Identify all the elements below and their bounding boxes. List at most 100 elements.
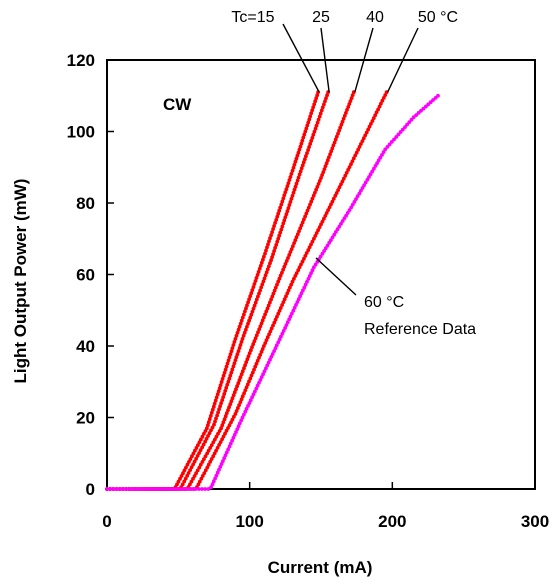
series-5-point: [409, 117, 414, 122]
series-1-point: [258, 263, 263, 268]
series-5-point: [181, 487, 185, 491]
series-1-point: [244, 306, 248, 311]
series-4-point: [313, 234, 318, 238]
series-5-point: [196, 487, 201, 491]
series-1-point: [235, 330, 240, 335]
series-5-point: [405, 122, 409, 127]
series-4-point: [322, 216, 326, 221]
series-3-point: [205, 451, 210, 456]
series-1-point: [257, 266, 262, 271]
series-4-point: [223, 431, 227, 436]
series-2-point: [180, 482, 185, 487]
series-5-point: [214, 473, 219, 478]
series-4-point: [197, 479, 202, 484]
series-3-point: [313, 190, 317, 195]
series-5-point: [124, 487, 128, 491]
y-axis-label: Light Output Power (mW): [11, 179, 30, 384]
series-2-point: [324, 96, 328, 101]
series-5-point: [398, 130, 403, 134]
series-5-point: [313, 262, 318, 267]
series-4-point: [208, 459, 213, 464]
series-5-point: [209, 485, 214, 490]
series-4-point: [367, 124, 372, 129]
series-5-point: [303, 282, 308, 287]
series-2-point: [289, 197, 294, 201]
series-2-point: [204, 437, 209, 441]
series-2-point: [225, 382, 230, 387]
series-5-point: [312, 265, 316, 270]
tc40-annotation: 40: [366, 9, 384, 26]
series-2-point: [308, 142, 313, 146]
series-1-point: [248, 294, 253, 299]
series-2-point: [252, 303, 257, 308]
series-2-point: [258, 288, 262, 293]
series-5-point: [206, 487, 211, 491]
series-3-point: [286, 256, 290, 260]
series-4-point: [310, 239, 315, 244]
series-4-point: [202, 471, 207, 475]
series-2-point: [224, 386, 229, 390]
series-2-point: [214, 416, 218, 421]
series-2-point: [203, 439, 208, 444]
series-1-point: [212, 401, 217, 406]
series-3-point: [334, 134, 339, 139]
series-5-point: [217, 467, 221, 472]
series-5-point: [234, 430, 238, 434]
series-1-point: [187, 460, 191, 464]
series-4-point: [327, 205, 332, 210]
series-3-point: [340, 119, 345, 124]
series-4-point: [224, 428, 229, 433]
series-1-point: [193, 448, 197, 453]
series-3-point: [229, 399, 234, 404]
series-4-point: [329, 202, 333, 207]
series-5-point: [294, 303, 298, 307]
series-5-point: [117, 487, 122, 491]
series-5-point: [247, 401, 252, 405]
series-1-point: [284, 187, 289, 192]
series-3-point: [254, 333, 259, 338]
series-4-point: [260, 347, 265, 351]
series-2-point: [275, 239, 280, 244]
series-3-point: [270, 294, 275, 299]
series-2-point: [310, 136, 315, 140]
series-5-point: [339, 221, 343, 226]
series-5-point: [152, 487, 157, 491]
series-4-point: [297, 265, 302, 270]
series-3-point: [329, 149, 334, 154]
series-3-point: [309, 199, 314, 204]
series-4-point: [212, 451, 217, 456]
x-tick-label: 300: [521, 512, 549, 531]
series-1-point: [296, 150, 301, 155]
series-4-point: [250, 370, 255, 375]
series-5-point: [230, 438, 235, 443]
series-2-point: [323, 99, 327, 104]
series-5-point: [211, 479, 216, 484]
series-2-point: [312, 129, 317, 134]
series-3-point: [240, 369, 245, 374]
series-5-point: [396, 132, 401, 137]
series-3-point: [320, 173, 324, 177]
series-2-point: [291, 190, 296, 195]
series-2-point: [197, 451, 202, 455]
series-2-point: [200, 445, 205, 450]
series-2-point: [227, 376, 232, 381]
series-1-point: [182, 468, 187, 473]
series-2-point: [284, 212, 289, 217]
series-5-point: [323, 246, 328, 251]
series-5-point: [407, 120, 412, 124]
series-1-point: [200, 434, 205, 439]
plot-frame: [106, 59, 536, 490]
series-1-point: [272, 224, 276, 228]
series-2-point: [217, 407, 222, 412]
series-4-point: [277, 309, 282, 313]
tc40-leader: [354, 27, 374, 93]
series-4-point: [203, 468, 208, 473]
series-5-point: [246, 404, 250, 408]
series-5-point: [335, 227, 340, 232]
series-1-point: [203, 429, 208, 433]
series-3-point: [238, 375, 243, 380]
series-5-point: [223, 453, 228, 458]
series-1-point: [277, 208, 282, 213]
series-1-point: [218, 383, 223, 387]
y-tick-label: 120: [67, 51, 95, 70]
